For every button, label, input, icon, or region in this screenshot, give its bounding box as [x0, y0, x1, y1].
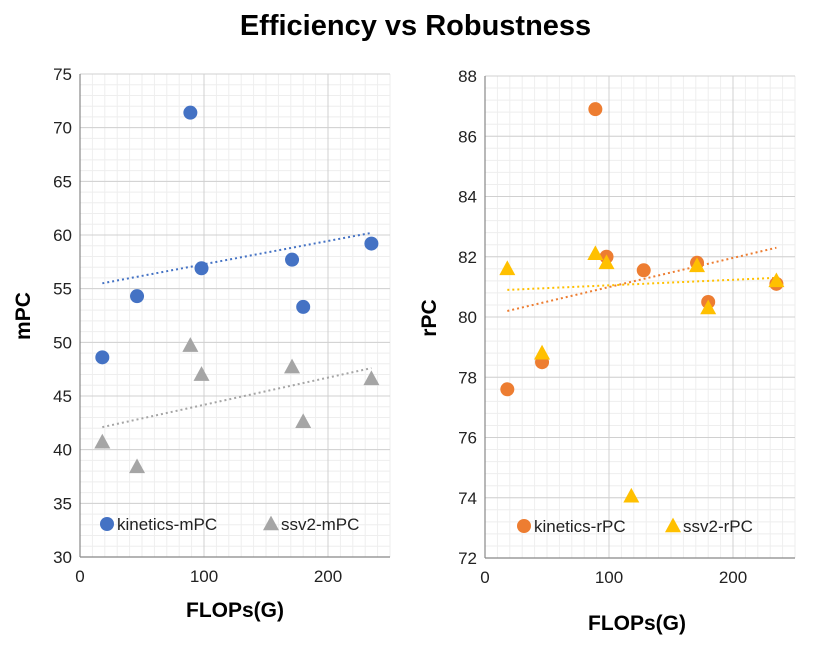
data-point-ssv2-rPC	[598, 254, 615, 270]
chart-panel-2: 72 74 76 78 80 82 84 86 88 0 100 200 FLOPs(G) rPC kine…	[418, 67, 796, 635]
x-tick-label: 100	[595, 568, 623, 587]
legend-marker-kinetics-mPC	[100, 517, 114, 531]
data-point-kinetics-rPC	[588, 102, 603, 117]
data-point-ssv2-rPC	[534, 344, 551, 360]
data-point-ssv2-rPC	[700, 299, 717, 315]
y-tick-label: 40	[53, 441, 72, 460]
data-point-kinetics-rPC	[500, 382, 515, 397]
y-tick-label: 30	[53, 548, 72, 567]
data-point-ssv2-mPC	[284, 358, 301, 374]
legend-label-kinetics-rPC: kinetics-rPC	[534, 517, 626, 536]
x-tick-label: 200	[719, 568, 747, 587]
x-tick-label: 200	[314, 567, 342, 586]
y-tick-label: 35	[53, 494, 72, 513]
y-tick-label: 78	[458, 368, 477, 387]
trendline-ssv2-rPC	[507, 276, 777, 291]
data-point-ssv2-mPC	[295, 413, 312, 429]
y-tick-label: 86	[458, 127, 477, 146]
data-point-kinetics-mPC	[285, 252, 300, 267]
data-point-kinetics-mPC	[194, 261, 209, 276]
y-tick-label: 55	[53, 280, 72, 299]
legend-marker-ssv2-rPC	[665, 517, 681, 533]
y-tick-label: 80	[458, 308, 477, 327]
data-point-ssv2-rPC	[499, 260, 516, 276]
x-axis-label: FLOPs(G)	[588, 612, 686, 635]
legend-label-ssv2-rPC: ssv2-rPC	[683, 517, 753, 536]
y-tick-label: 75	[53, 65, 72, 84]
data-point-kinetics-mPC	[296, 299, 311, 314]
legend-marker-kinetics-rPC	[517, 519, 531, 533]
legend-label-ssv2-mPC: ssv2-mPC	[281, 515, 359, 534]
legend-label-kinetics-mPC: kinetics-mPC	[117, 515, 217, 534]
chart-title: Efficiency vs Robustness	[239, 10, 592, 42]
legend-marker-ssv2-mPC	[263, 515, 279, 531]
x-axis-label: FLOPs(G)	[186, 599, 284, 622]
y-tick-label: 74	[458, 489, 477, 508]
trendline-kinetics-rPC	[507, 246, 777, 312]
data-point-kinetics-mPC	[130, 289, 145, 304]
y-axis-label: rPC	[418, 299, 441, 336]
y-tick-label: 82	[458, 248, 477, 267]
y-tick-label: 70	[53, 119, 72, 138]
y-tick-label: 76	[458, 429, 477, 448]
data-point-kinetics-mPC	[364, 236, 379, 251]
x-tick-label: 100	[190, 567, 218, 586]
data-point-ssv2-rPC	[623, 487, 640, 503]
data-point-ssv2-mPC	[193, 366, 210, 381]
data-point-ssv2-mPC	[129, 458, 146, 474]
y-tick-label: 45	[53, 387, 72, 406]
x-tick-label: 0	[480, 568, 489, 587]
data-point-ssv2-rPC	[689, 257, 706, 273]
data-point-ssv2-rPC	[587, 245, 604, 261]
data-point-ssv2-mPC	[182, 337, 199, 352]
trendline-ssv2-mPC	[102, 367, 372, 429]
data-point-kinetics-rPC	[636, 263, 651, 278]
data-point-ssv2-rPC	[768, 272, 785, 288]
y-tick-label: 72	[458, 549, 477, 568]
data-point-ssv2-mPC	[94, 433, 111, 449]
data-point-kinetics-mPC	[183, 105, 198, 120]
y-tick-label: 50	[53, 333, 72, 352]
x-tick-label: 0	[75, 567, 84, 586]
y-tick-label: 65	[53, 172, 72, 191]
chart-panel-1: 30 35 40 45 50 55 60 65 70 75 0 100 200 FLOPs(G) mPC ki…	[12, 65, 391, 622]
y-tick-label: 84	[458, 188, 477, 207]
y-tick-label: 88	[458, 67, 477, 86]
data-point-ssv2-mPC	[363, 370, 380, 386]
trendline-kinetics-mPC	[102, 231, 372, 285]
y-axis-label: mPC	[12, 292, 35, 340]
y-tick-label: 60	[53, 226, 72, 245]
data-point-kinetics-mPC	[95, 350, 110, 365]
